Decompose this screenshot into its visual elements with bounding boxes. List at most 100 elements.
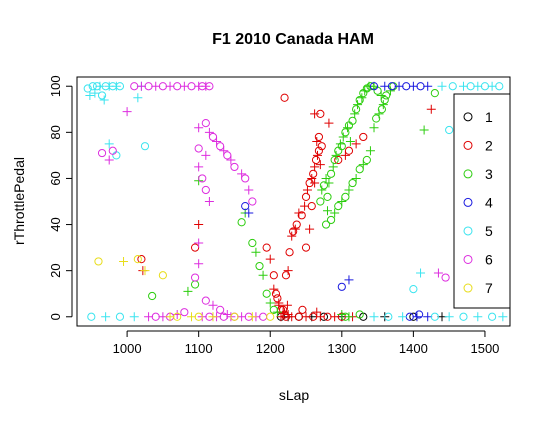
point-s7-6 — [173, 312, 182, 321]
point-s3-10 — [262, 289, 271, 298]
point-s6-29 — [244, 185, 254, 195]
point-s2-4 — [262, 243, 271, 252]
point-s2-60 — [344, 146, 354, 155]
point-s6-30 — [248, 197, 257, 206]
point-s2-67 — [312, 307, 322, 317]
point-s3-70 — [430, 89, 439, 98]
point-s3-16 — [319, 181, 329, 190]
point-s2-47 — [315, 160, 325, 170]
x-tick-label-5: 1500 — [470, 341, 499, 356]
point-s2-64 — [280, 93, 289, 102]
point-s2-53 — [312, 137, 322, 147]
point-s7-1 — [119, 256, 129, 266]
data-points — [83, 81, 508, 322]
point-s2-39 — [302, 185, 312, 195]
point-s2-65 — [283, 309, 293, 319]
point-s3-23 — [331, 150, 341, 160]
y-tick-label-1: 20 — [48, 263, 63, 277]
legend-label-7: 7 — [485, 280, 493, 296]
point-s4-5 — [380, 81, 390, 91]
point-s6-35 — [201, 150, 211, 160]
point-s3-9 — [258, 270, 268, 280]
point-s5-26 — [495, 82, 504, 91]
point-s6-37 — [194, 238, 204, 248]
point-s5-6 — [97, 91, 107, 100]
point-s7-9 — [208, 312, 218, 322]
point-s3-0 — [148, 291, 157, 301]
point-s6-28 — [241, 174, 250, 183]
point-s6-24 — [223, 151, 232, 160]
point-s6-48 — [441, 273, 450, 282]
point-s2-21 — [330, 312, 340, 322]
point-s2-52 — [301, 243, 311, 252]
point-s6-40 — [216, 305, 225, 314]
x-tick-label-0: 1000 — [113, 341, 142, 356]
point-s5-41 — [129, 312, 139, 322]
point-s2-8 — [273, 294, 282, 303]
point-s3-47 — [369, 123, 379, 133]
point-s6-43 — [237, 312, 247, 322]
point-s2-46 — [314, 146, 324, 155]
legend-box — [453, 93, 511, 309]
point-s6-32 — [201, 185, 210, 195]
y-tick-label-5: 100 — [48, 75, 63, 97]
point-s6-6 — [144, 82, 153, 91]
point-s2-7 — [269, 284, 279, 294]
point-s3-34 — [352, 105, 361, 114]
point-s6-12 — [187, 82, 196, 91]
series-5 — [83, 81, 508, 322]
x-tick-label-3: 1300 — [327, 341, 356, 356]
point-s3-73 — [344, 312, 354, 322]
point-s2-25 — [274, 298, 284, 308]
point-s2-50 — [307, 202, 316, 211]
point-s5-34 — [459, 312, 468, 321]
point-s5-36 — [488, 312, 497, 321]
y-tick-label-3: 60 — [48, 171, 63, 185]
point-s3-29 — [343, 123, 353, 133]
point-s4-9 — [408, 81, 418, 91]
point-s4-7 — [394, 81, 404, 91]
point-s6-61 — [144, 312, 154, 322]
point-s5-29 — [369, 312, 379, 322]
point-s6-5 — [136, 81, 146, 91]
point-s5-31 — [398, 312, 408, 322]
y-axis: 0 20 40 60 80 100 — [48, 75, 73, 320]
point-s7-8 — [194, 312, 203, 321]
point-s3-31 — [345, 137, 355, 147]
point-s5-5 — [95, 81, 105, 91]
point-s5-39 — [101, 312, 111, 322]
point-s3-2 — [190, 280, 200, 289]
point-s6-16 — [205, 82, 214, 91]
point-s6-34 — [194, 144, 203, 153]
point-s7-4 — [158, 271, 167, 280]
point-s6-56 — [180, 308, 189, 317]
point-s6-17 — [194, 123, 204, 133]
point-s6-10 — [173, 82, 182, 91]
legend-label-3: 3 — [485, 166, 493, 182]
point-s7-2 — [133, 255, 142, 264]
legend: 1 2 3 4 5 6 7 — [453, 93, 511, 309]
point-s6-31 — [194, 162, 204, 172]
point-s6-25 — [226, 155, 236, 165]
point-s3-17 — [321, 173, 331, 183]
point-s6-38 — [201, 296, 210, 305]
point-s5-21 — [458, 81, 468, 91]
point-s3-8 — [255, 261, 264, 271]
point-s5-16 — [112, 151, 121, 160]
point-s4-1 — [244, 208, 254, 218]
point-s3-35 — [353, 100, 363, 110]
point-s5-33 — [444, 312, 454, 322]
point-s2-61 — [351, 139, 361, 149]
point-s2-38 — [301, 192, 311, 201]
point-s5-12 — [115, 82, 125, 91]
point-s5-19 — [416, 268, 426, 278]
point-s7-5 — [165, 312, 175, 322]
point-s3-58 — [341, 192, 350, 201]
point-s2-26 — [279, 305, 288, 314]
point-s3-36 — [355, 95, 364, 105]
point-s2-63 — [426, 104, 436, 114]
x-axis-label: sLap — [279, 387, 310, 403]
point-s2-27 — [282, 300, 292, 310]
y-tick-label-0: 0 — [48, 313, 63, 320]
legend-label-1: 1 — [485, 109, 493, 125]
